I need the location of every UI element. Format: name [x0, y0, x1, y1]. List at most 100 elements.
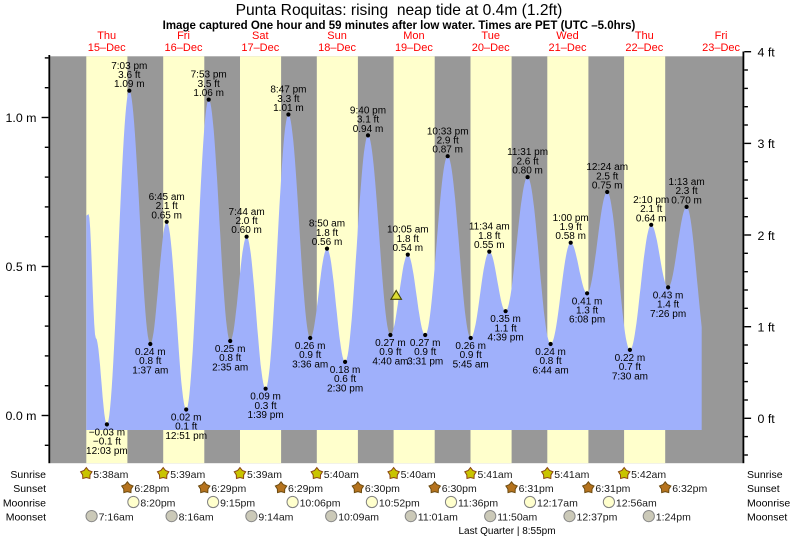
- svg-text:−0.1 ft: −0.1 ft: [93, 437, 121, 448]
- svg-text:10:06pm: 10:06pm: [300, 497, 341, 509]
- svg-text:23–Dec: 23–Dec: [702, 42, 740, 54]
- svg-text:1.09 m: 1.09 m: [114, 79, 145, 90]
- svg-text:Sunrise: Sunrise: [10, 469, 46, 481]
- svg-text:0.35 m: 0.35 m: [490, 314, 521, 325]
- svg-text:6:45 am: 6:45 am: [149, 192, 185, 203]
- svg-text:7:53 pm: 7:53 pm: [191, 70, 227, 81]
- svg-text:5:42am: 5:42am: [631, 469, 666, 481]
- svg-text:0.60 m: 0.60 m: [231, 225, 262, 236]
- svg-text:6:32pm: 6:32pm: [672, 483, 707, 495]
- svg-text:3:36 am: 3:36 am: [292, 359, 328, 370]
- svg-text:0.02 m: 0.02 m: [171, 413, 202, 424]
- svg-text:0.94 m: 0.94 m: [353, 124, 384, 135]
- svg-text:3 ft: 3 ft: [758, 137, 776, 151]
- svg-text:0.41 m: 0.41 m: [572, 296, 603, 307]
- svg-text:2:10 pm: 2:10 pm: [633, 195, 669, 206]
- svg-text:12:17am: 12:17am: [537, 497, 578, 509]
- svg-text:4 ft: 4 ft: [758, 46, 776, 60]
- svg-text:0.27 m: 0.27 m: [375, 338, 406, 349]
- svg-text:11:01am: 11:01am: [418, 512, 458, 524]
- svg-text:6:29pm: 6:29pm: [211, 483, 246, 495]
- svg-text:2.3 ft: 2.3 ft: [675, 186, 697, 197]
- svg-text:10:52pm: 10:52pm: [379, 497, 420, 509]
- svg-text:5:38am: 5:38am: [93, 469, 128, 481]
- svg-text:16–Dec: 16–Dec: [165, 42, 203, 54]
- svg-text:0.26 m: 0.26 m: [295, 341, 326, 352]
- svg-text:2:30 pm: 2:30 pm: [327, 383, 363, 394]
- svg-text:1.8 ft: 1.8 ft: [397, 234, 419, 245]
- svg-text:8:50 am: 8:50 am: [309, 219, 345, 230]
- svg-text:3:31 pm: 3:31 pm: [407, 356, 443, 367]
- svg-text:1.4 ft: 1.4 ft: [657, 300, 679, 311]
- svg-text:Fri: Fri: [715, 30, 728, 42]
- svg-text:3.6 ft: 3.6 ft: [118, 70, 140, 81]
- svg-text:9:15pm: 9:15pm: [220, 497, 255, 509]
- svg-text:7:03 pm: 7:03 pm: [111, 61, 147, 72]
- svg-text:3.5 ft: 3.5 ft: [198, 79, 220, 90]
- svg-text:0.64 m: 0.64 m: [636, 213, 667, 224]
- svg-text:6:08 pm: 6:08 pm: [569, 315, 605, 326]
- svg-text:5:45 am: 5:45 am: [453, 359, 489, 370]
- svg-text:0.55 m: 0.55 m: [474, 240, 505, 251]
- svg-text:12:56am: 12:56am: [616, 497, 657, 509]
- svg-text:8:47 pm: 8:47 pm: [270, 85, 306, 96]
- svg-text:0.24 m: 0.24 m: [535, 347, 566, 358]
- svg-text:11:36pm: 11:36pm: [458, 497, 498, 509]
- svg-text:3.1 ft: 3.1 ft: [357, 115, 379, 126]
- svg-text:0.6 ft: 0.6 ft: [334, 374, 356, 385]
- svg-text:6:29pm: 6:29pm: [288, 483, 323, 495]
- svg-text:0 ft: 0 ft: [758, 412, 776, 426]
- svg-text:−0.03 m: −0.03 m: [89, 427, 125, 438]
- svg-text:0.7 ft: 0.7 ft: [619, 362, 641, 373]
- svg-text:5:39am: 5:39am: [170, 469, 205, 481]
- svg-text:1.8 ft: 1.8 ft: [316, 228, 338, 239]
- svg-text:22–Dec: 22–Dec: [625, 42, 663, 54]
- svg-text:0.54 m: 0.54 m: [393, 243, 424, 254]
- svg-text:Moonrise: Moonrise: [747, 497, 790, 509]
- svg-text:0.43 m: 0.43 m: [653, 290, 684, 301]
- svg-text:1:39 pm: 1:39 pm: [248, 410, 284, 421]
- svg-text:12:37pm: 12:37pm: [577, 512, 618, 524]
- svg-text:0.9 ft: 0.9 ft: [379, 347, 401, 358]
- svg-text:2.0 ft: 2.0 ft: [235, 216, 257, 227]
- svg-text:12:24 am: 12:24 am: [586, 162, 628, 173]
- svg-text:0.25 m: 0.25 m: [215, 344, 246, 355]
- svg-text:1.3 ft: 1.3 ft: [576, 306, 598, 317]
- svg-text:0.26 m: 0.26 m: [455, 341, 486, 352]
- svg-text:0.58 m: 0.58 m: [555, 231, 586, 242]
- svg-text:0.3 ft: 0.3 ft: [254, 401, 276, 412]
- svg-text:6:30pm: 6:30pm: [442, 483, 477, 495]
- svg-text:0.75 m: 0.75 m: [592, 181, 623, 192]
- svg-text:3.3 ft: 3.3 ft: [277, 94, 299, 105]
- svg-text:7:26 pm: 7:26 pm: [650, 309, 686, 320]
- svg-text:11:31 pm: 11:31 pm: [507, 147, 548, 158]
- svg-text:0.56 m: 0.56 m: [312, 237, 343, 248]
- svg-text:0.5 m: 0.5 m: [6, 260, 37, 274]
- svg-text:6:31pm: 6:31pm: [595, 483, 630, 495]
- svg-text:Tue: Tue: [481, 30, 500, 42]
- svg-text:19–Dec: 19–Dec: [395, 42, 433, 54]
- svg-text:1.0 m: 1.0 m: [6, 111, 37, 125]
- svg-text:2 ft: 2 ft: [758, 229, 776, 243]
- svg-text:0.8 ft: 0.8 ft: [139, 356, 161, 367]
- svg-text:0.8 ft: 0.8 ft: [219, 353, 241, 364]
- svg-text:Image captured One hour and 59: Image captured One hour and 59 minutes a…: [163, 20, 636, 32]
- svg-text:1.8 ft: 1.8 ft: [478, 231, 500, 242]
- svg-text:Mon: Mon: [403, 30, 424, 42]
- svg-text:1.01 m: 1.01 m: [273, 103, 304, 114]
- svg-text:2.1 ft: 2.1 ft: [156, 201, 178, 212]
- svg-text:0.09 m: 0.09 m: [250, 392, 281, 403]
- svg-text:10:33 pm: 10:33 pm: [427, 126, 469, 137]
- svg-text:5:40am: 5:40am: [324, 469, 359, 481]
- svg-text:9:40 pm: 9:40 pm: [350, 106, 386, 117]
- svg-text:11:34 am: 11:34 am: [469, 222, 510, 233]
- svg-text:Last Quarter | 8:55pm: Last Quarter | 8:55pm: [458, 526, 555, 537]
- svg-text:2:35 am: 2:35 am: [212, 362, 248, 373]
- svg-text:2.6 ft: 2.6 ft: [516, 156, 538, 167]
- svg-text:15–Dec: 15–Dec: [88, 42, 126, 54]
- svg-text:0.80 m: 0.80 m: [512, 166, 543, 177]
- svg-text:5:40am: 5:40am: [401, 469, 436, 481]
- svg-text:2.9 ft: 2.9 ft: [437, 136, 459, 147]
- svg-text:12:03 pm: 12:03 pm: [86, 446, 128, 457]
- svg-text:2.1 ft: 2.1 ft: [640, 204, 662, 215]
